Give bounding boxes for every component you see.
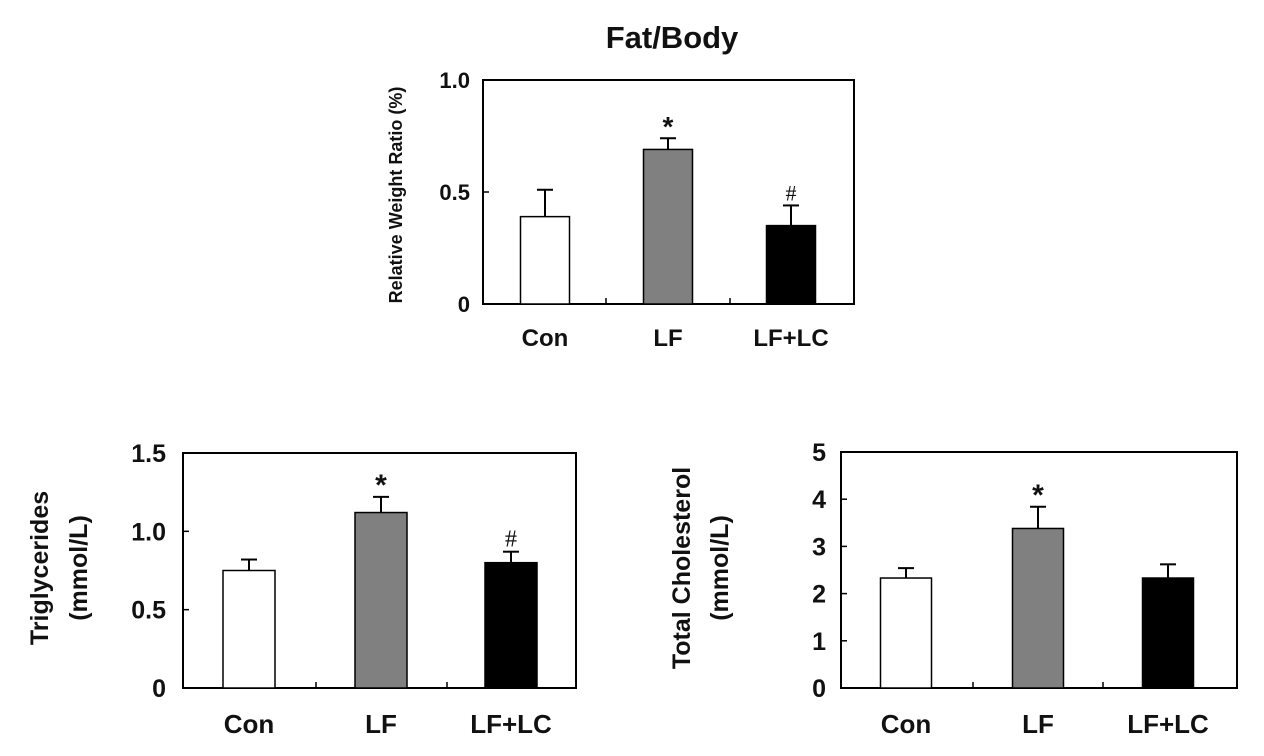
chart-fat-body: Fat/Body Relative Weight Ratio (%) 0 0.5 1… — [386, 20, 855, 352]
x-tick-label: LF+LC — [753, 325, 828, 352]
plot-marks: 0 0.5 1.0 Con * LF # LF+LC — [439, 68, 828, 352]
y-tick-label: 0.5 — [439, 180, 470, 205]
y-tick-label: 0.5 — [131, 597, 166, 625]
chart-total-cholesterol: Total Cholesterol (mmol/L) 0 1 2 3 4 5 Con * LF L… — [668, 439, 1238, 739]
y-tick-label: 1 — [812, 628, 826, 656]
bar-lf — [642, 148, 694, 305]
y-tick-label: 2 — [812, 581, 826, 609]
significance-hash: # — [505, 527, 517, 553]
y-tick-label: 3 — [812, 533, 826, 561]
bar-con — [519, 215, 571, 305]
y-axis-label-line-2: (mmol/L) — [65, 515, 93, 621]
y-axis-label-line-2: (mmol/L) — [706, 515, 734, 621]
significance-hash: # — [786, 180, 797, 205]
y-tick-label: 0 — [812, 675, 826, 703]
plot-marks: 0 1 2 3 4 5 Con * LF LF+LC — [812, 439, 1209, 739]
x-tick-label: LF — [1022, 709, 1054, 739]
y-axis-label-line-1: Triglycerides — [26, 491, 54, 645]
y-tick-label: 5 — [812, 439, 826, 467]
chart-triglycerides: Triglycerides (mmol/L) 0 0.5 1.0 1.5 Con * LF #… — [26, 440, 577, 739]
x-tick-label: LF — [653, 325, 682, 352]
significance-star: * — [663, 111, 674, 142]
y-tick-label: 4 — [812, 486, 826, 514]
bar-con — [879, 577, 933, 689]
y-tick-label: 1.0 — [131, 518, 166, 546]
x-tick-label: Con — [881, 709, 932, 739]
chart-title: Fat/Body — [606, 20, 739, 55]
y-axis-label-line-1: Total Cholesterol — [668, 467, 696, 669]
bar-lf-lc — [484, 561, 538, 689]
bar-lf-lc — [765, 224, 817, 305]
x-tick-label: Con — [522, 325, 569, 352]
y-tick-label: 1.5 — [131, 440, 166, 468]
x-tick-label: LF+LC — [1127, 709, 1209, 739]
x-tick-label: LF+LC — [470, 709, 552, 739]
significance-star: * — [375, 469, 387, 502]
bar-lf-lc — [1141, 577, 1195, 689]
y-axis-label: Relative Weight Ratio (%) — [386, 87, 406, 304]
bar-lf — [354, 511, 408, 689]
y-tick-label: 0 — [152, 675, 166, 703]
x-tick-label: LF — [365, 709, 397, 739]
x-tick-label: Con — [224, 709, 275, 739]
y-tick-label: 1.0 — [439, 68, 470, 93]
bar-con — [222, 569, 276, 689]
significance-star: * — [1032, 479, 1044, 512]
plot-marks: 0 0.5 1.0 1.5 Con * LF # LF+LC — [131, 440, 552, 739]
bar-lf — [1011, 527, 1065, 689]
y-tick-label: 0 — [458, 292, 470, 317]
